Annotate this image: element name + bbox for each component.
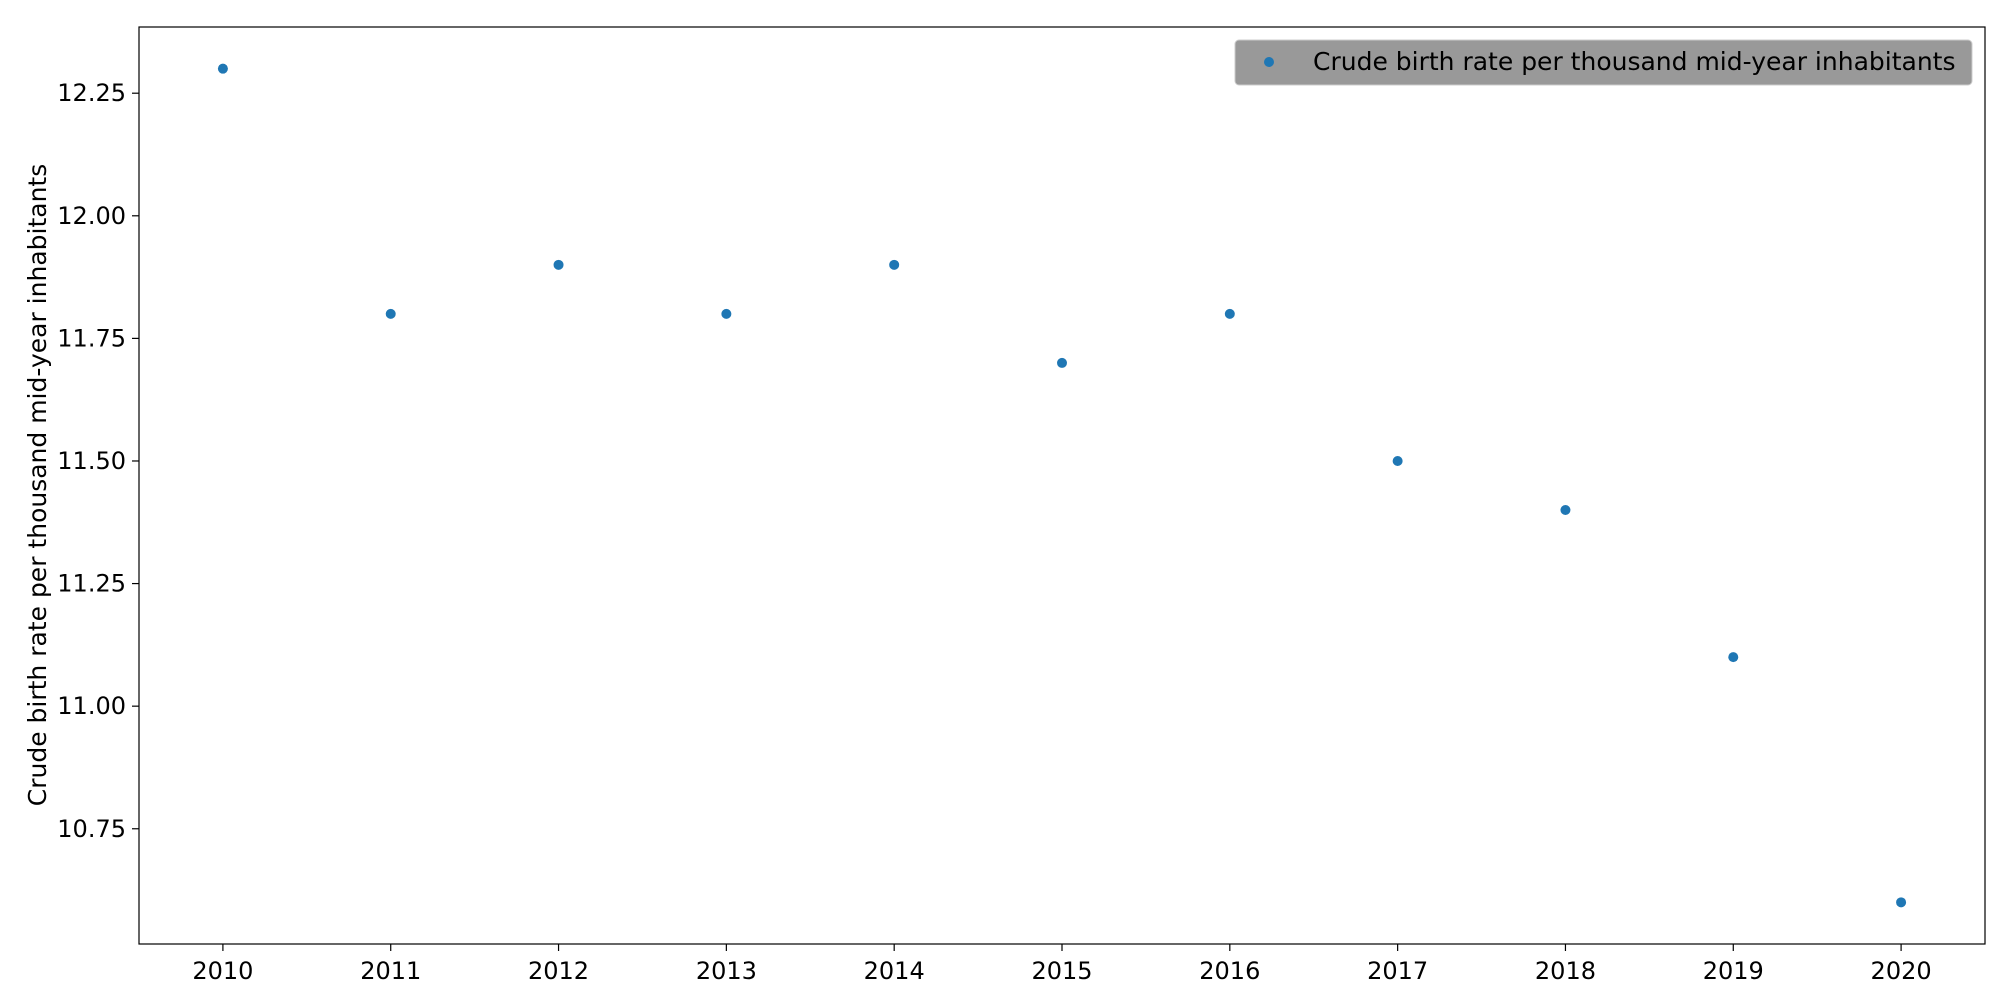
data-point bbox=[721, 308, 732, 319]
legend: Crude birth rate per thousand mid-year i… bbox=[1234, 39, 1973, 86]
data-point bbox=[553, 259, 564, 270]
plot-area-frame bbox=[138, 26, 1986, 945]
x-axis-ticks: 2010 2011 2012 2013 2014 2015 2016 2017 2018 2019… bbox=[192, 944, 1932, 985]
y-tick-label: 11.75 bbox=[57, 324, 126, 352]
x-tick-label: 2019 bbox=[1703, 957, 1764, 985]
x-tick-label: 2018 bbox=[1535, 957, 1596, 985]
y-axis-ticks: 10.75 11.00 11.25 11.50 11.75 12.00 12.25 bbox=[57, 79, 139, 843]
y-tick-label: 10.75 bbox=[57, 815, 126, 843]
y-tick-label: 12.00 bbox=[57, 202, 126, 230]
x-tick-label: 2010 bbox=[192, 957, 253, 985]
y-tick-label: 11.25 bbox=[57, 570, 126, 598]
legend-label: Crude birth rate per thousand mid-year i… bbox=[1313, 47, 1956, 76]
data-point bbox=[889, 259, 900, 270]
y-axis-title: Crude birth rate per thousand mid-year i… bbox=[23, 164, 52, 807]
data-point bbox=[1728, 652, 1739, 663]
x-tick-label: 2013 bbox=[696, 957, 757, 985]
x-tick-label: 2012 bbox=[528, 957, 589, 985]
y-tick-label: 12.25 bbox=[57, 79, 126, 107]
legend-box bbox=[1234, 39, 1973, 86]
data-point bbox=[1392, 455, 1403, 466]
x-tick-label: 2020 bbox=[1871, 957, 1932, 985]
data-point bbox=[1560, 505, 1571, 516]
x-tick-label: 2014 bbox=[864, 957, 925, 985]
y-tick-label: 11.00 bbox=[57, 692, 126, 720]
x-tick-label: 2016 bbox=[1199, 957, 1260, 985]
data-point bbox=[217, 63, 228, 74]
data-point bbox=[1057, 357, 1067, 368]
data-point bbox=[385, 308, 396, 319]
data-points bbox=[217, 63, 1907, 908]
data-point bbox=[1224, 308, 1235, 319]
legend-marker bbox=[1264, 57, 1274, 67]
y-tick-label: 11.50 bbox=[57, 447, 126, 475]
x-tick-label: 2017 bbox=[1367, 957, 1428, 985]
x-tick-label: 2011 bbox=[360, 957, 421, 985]
x-tick-label: 2015 bbox=[1031, 957, 1092, 985]
data-point bbox=[1896, 897, 1907, 908]
